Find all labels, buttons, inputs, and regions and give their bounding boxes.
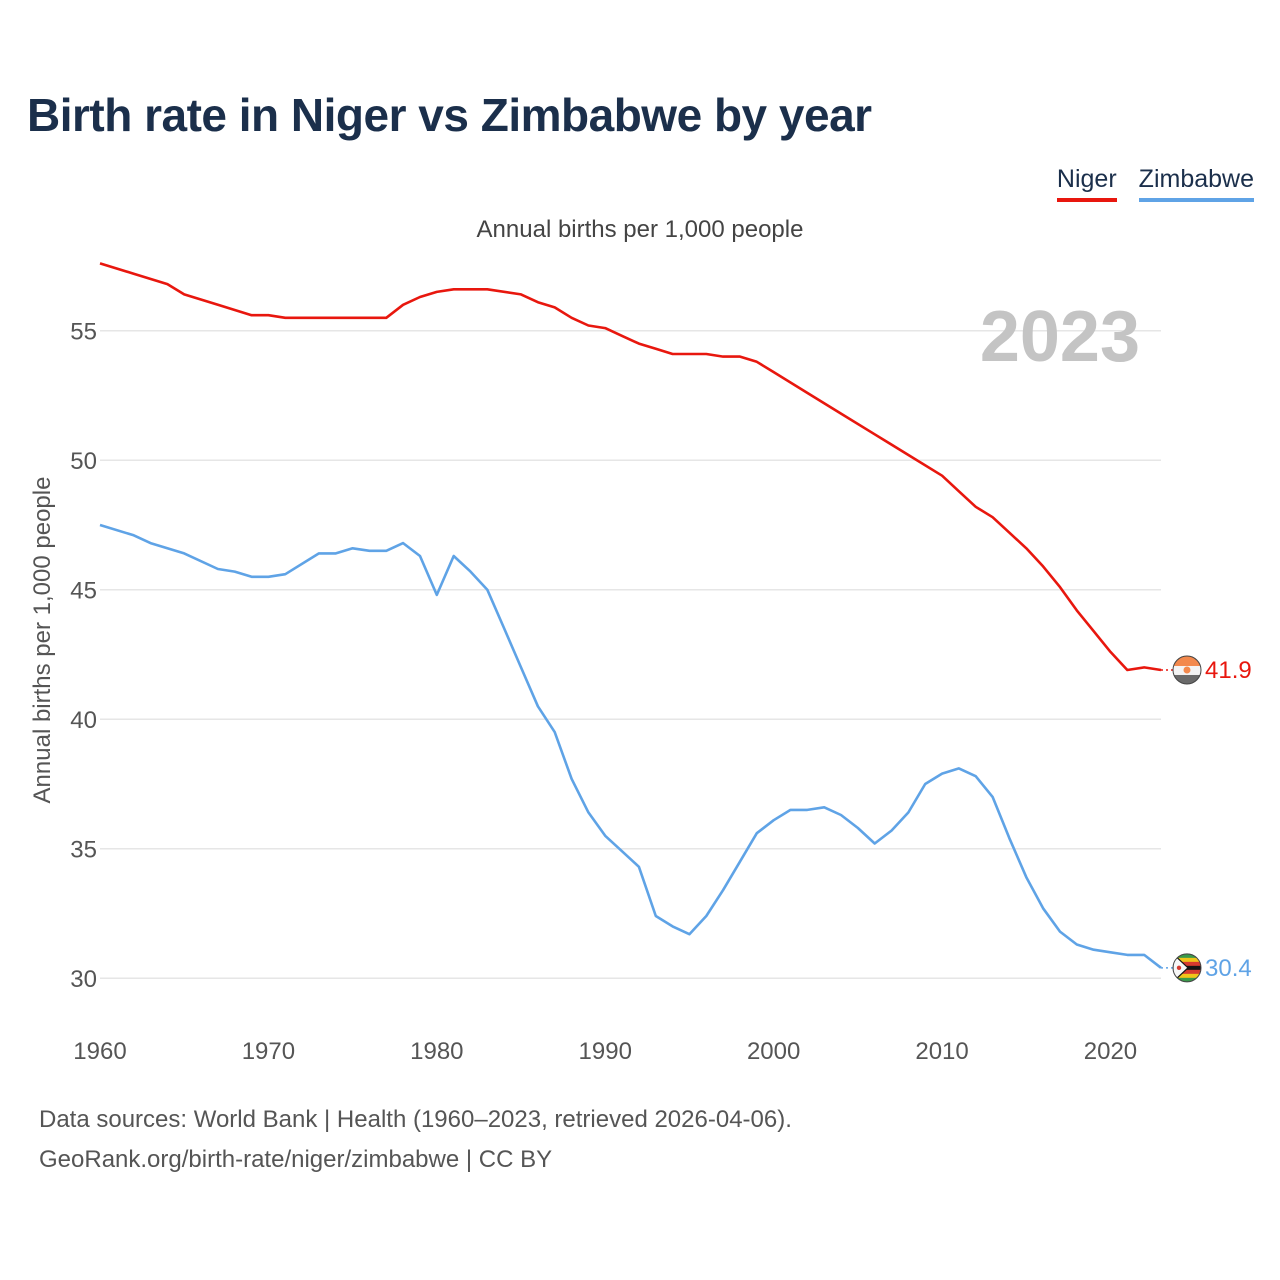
series-line-niger	[99, 262, 1162, 672]
y-tick-label: 30	[70, 966, 97, 993]
chart-title: Birth rate in Niger vs Zimbabwe by year	[27, 89, 872, 141]
chart-subtitle: Annual births per 1,000 people	[476, 216, 804, 243]
y-axis-ticks: 30 35 40 45 50 55	[70, 319, 97, 994]
y-tick-label: 50	[70, 448, 97, 475]
end-value-label-zimbabwe: 30.4	[1205, 955, 1252, 982]
y-tick-label: 40	[70, 707, 97, 734]
x-axis-ticks: 1960 1970 1980 1990 2000 2010 2020	[73, 1038, 1137, 1065]
series-lines	[99, 262, 1162, 969]
x-tick-label: 2010	[915, 1038, 968, 1065]
grid-lines	[100, 329, 1161, 979]
y-axis-label: Annual births per 1,000 people	[29, 477, 56, 804]
legend-item-niger[interactable]: Niger	[1056, 165, 1117, 202]
flag-icon-zimbabwe	[1172, 953, 1202, 983]
y-tick-label: 35	[70, 837, 97, 864]
x-tick-label: 2020	[1084, 1038, 1137, 1065]
y-tick-label: 45	[70, 578, 97, 605]
x-tick-label: 1980	[410, 1038, 463, 1065]
source-link[interactable]: GeoRank.org/birth-rate/niger/zimbabwe | …	[39, 1146, 553, 1173]
series-line-zimbabwe	[99, 523, 1162, 969]
x-tick-label: 1960	[73, 1038, 126, 1065]
end-markers: 41.9 30.4	[1161, 655, 1252, 983]
flag-icon-niger	[1172, 655, 1202, 685]
legend: Niger Zimbabwe	[1056, 165, 1254, 202]
y-tick-label: 55	[70, 319, 97, 346]
year-watermark: 2023	[980, 297, 1140, 377]
x-tick-label: 1990	[579, 1038, 632, 1065]
source-note: Data sources: World Bank | Health (1960–…	[39, 1106, 792, 1133]
legend-item-zimbabwe[interactable]: Zimbabwe	[1138, 165, 1254, 202]
x-tick-label: 2000	[747, 1038, 800, 1065]
line-chart: 2023 30 35 40 45 50 55 1960 1970 1980 1990 2000 20…	[29, 262, 1252, 1065]
end-value-label-niger: 41.9	[1205, 657, 1252, 684]
x-tick-label: 1970	[242, 1038, 295, 1065]
